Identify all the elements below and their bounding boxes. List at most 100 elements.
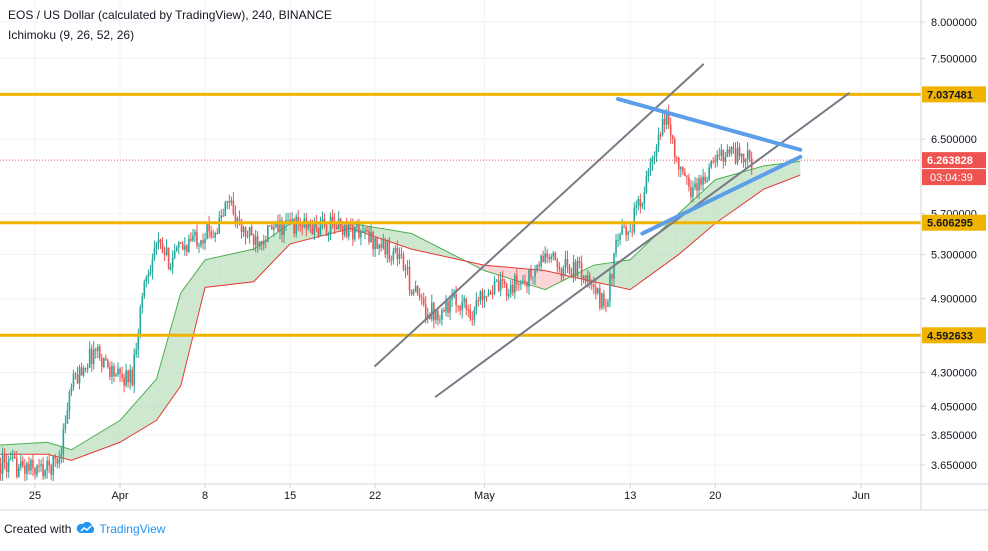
candle-body bbox=[287, 219, 289, 221]
cloud-segment bbox=[727, 174, 734, 215]
cloud-segment bbox=[211, 257, 218, 287]
candle-body bbox=[352, 225, 354, 240]
candle-body bbox=[708, 167, 710, 180]
tradingview-brand-link[interactable]: TradingView bbox=[99, 522, 166, 536]
candle-body bbox=[372, 232, 374, 250]
candle-body bbox=[489, 292, 492, 294]
cloud-segment bbox=[417, 236, 424, 252]
candle-body bbox=[291, 218, 293, 224]
candle-body bbox=[665, 111, 668, 125]
candle-body bbox=[720, 149, 723, 156]
candle-body bbox=[230, 200, 233, 203]
cloud-segment bbox=[551, 272, 558, 287]
candle-body bbox=[123, 377, 125, 386]
cloud-segment bbox=[654, 230, 661, 272]
candle-body bbox=[570, 273, 573, 277]
candle-body bbox=[78, 367, 81, 384]
candle-body bbox=[712, 161, 715, 163]
cloud-segment bbox=[526, 269, 534, 286]
candle-body bbox=[88, 348, 91, 368]
candle-body bbox=[722, 149, 725, 162]
candle-body bbox=[103, 358, 105, 367]
candle-body bbox=[710, 161, 712, 168]
cloud-segment bbox=[308, 223, 315, 240]
candle-body bbox=[54, 455, 57, 459]
x-tick-label: 15 bbox=[284, 490, 296, 502]
candle-body bbox=[526, 281, 528, 287]
candle-body bbox=[400, 254, 403, 256]
candle-body bbox=[192, 235, 194, 241]
candle-body bbox=[714, 161, 717, 163]
candle-body bbox=[139, 307, 142, 336]
cloud-segment bbox=[545, 270, 552, 290]
candle-body bbox=[554, 252, 557, 260]
candle-body bbox=[18, 467, 20, 477]
candle-body bbox=[499, 279, 502, 291]
chart-title: EOS / US Dollar (calculated by TradingVi… bbox=[8, 8, 332, 22]
cloud-segment bbox=[284, 223, 291, 251]
candle-body bbox=[380, 244, 382, 249]
candle-body bbox=[64, 423, 67, 430]
candle-body bbox=[599, 288, 601, 308]
cloud-segment bbox=[47, 442, 54, 456]
candle-body bbox=[173, 251, 176, 258]
cloud-segment bbox=[788, 162, 795, 180]
candle-body bbox=[455, 294, 457, 306]
cloud-segment bbox=[259, 240, 266, 276]
candle-body bbox=[36, 465, 38, 475]
candle-body bbox=[60, 454, 63, 459]
candle-body bbox=[528, 269, 530, 287]
candle-body bbox=[368, 230, 370, 243]
candle-body bbox=[34, 467, 36, 475]
candle-body bbox=[516, 275, 518, 284]
candle-body bbox=[461, 301, 463, 311]
candle-body bbox=[127, 370, 129, 383]
cloud-segment bbox=[387, 229, 394, 243]
cloud-segment bbox=[10, 444, 17, 455]
candle-body bbox=[643, 192, 646, 204]
cloud-segment bbox=[192, 267, 199, 335]
candle-body bbox=[38, 465, 40, 467]
candle-body bbox=[390, 259, 393, 261]
cloud-segment bbox=[502, 266, 509, 279]
cloud-segment bbox=[265, 236, 272, 269]
cloud-segment bbox=[302, 223, 309, 241]
cloud-segment bbox=[16, 443, 23, 455]
candle-body bbox=[647, 171, 650, 177]
candle-body bbox=[700, 178, 702, 185]
candle-body bbox=[254, 236, 257, 245]
candle-body bbox=[3, 455, 6, 463]
candle-body bbox=[682, 167, 684, 173]
cloud-segment bbox=[77, 442, 84, 459]
candle-body bbox=[542, 255, 544, 262]
cloud-segment bbox=[53, 444, 60, 458]
candle-body bbox=[374, 237, 376, 250]
candle-body bbox=[404, 268, 407, 270]
candle-body bbox=[84, 368, 87, 370]
candle-body bbox=[226, 200, 229, 203]
candle-body bbox=[131, 369, 133, 385]
candle-body bbox=[335, 226, 338, 230]
candle-body bbox=[362, 231, 364, 233]
cloud-segment bbox=[697, 190, 704, 239]
candle-body bbox=[580, 263, 583, 279]
candle-body bbox=[169, 266, 172, 270]
candle-body bbox=[248, 227, 251, 236]
candle-body bbox=[651, 157, 654, 163]
candle-body bbox=[317, 227, 320, 236]
level-price-label: 5.606295 bbox=[927, 218, 973, 230]
candle-body bbox=[121, 374, 123, 378]
candle-body bbox=[250, 227, 253, 236]
y-tick-label: 7.500000 bbox=[931, 53, 977, 65]
candle-body bbox=[684, 172, 686, 177]
candle-body bbox=[267, 225, 269, 242]
candle-body bbox=[376, 237, 378, 249]
candle-body bbox=[392, 251, 395, 261]
candle-body bbox=[601, 293, 603, 308]
candle-body bbox=[133, 354, 136, 385]
candle-body bbox=[475, 300, 478, 311]
cloud-segment bbox=[290, 223, 297, 244]
candle-body bbox=[459, 306, 461, 311]
cloud-segment bbox=[198, 259, 206, 311]
